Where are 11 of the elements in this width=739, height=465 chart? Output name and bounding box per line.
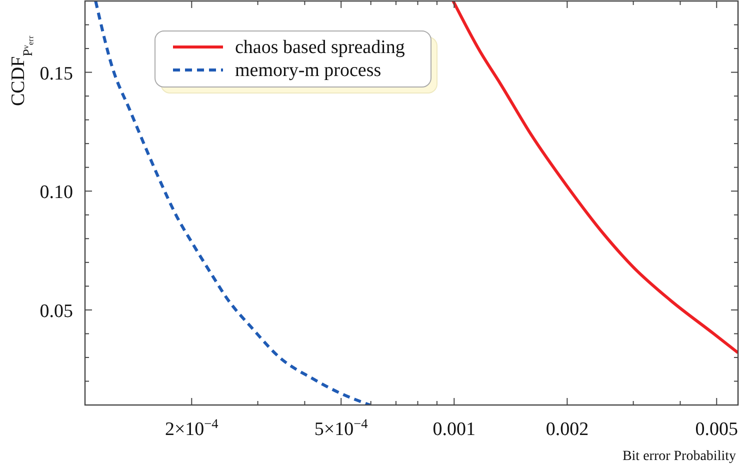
y-tick-label: 0.10	[40, 182, 73, 204]
x-axis-title: Bit error Probability	[622, 449, 736, 464]
x-tick-label: 0.005	[695, 419, 738, 440]
y-tick-label: 0.05	[40, 300, 73, 322]
legend-label: chaos based spreading	[235, 37, 406, 58]
x-tick-label: 0.001	[432, 419, 476, 440]
x-tick-label: 5×10$^{−4}$	[314, 416, 368, 440]
x-tick-label: 2×10$^{−4}$	[164, 416, 219, 440]
x-tick-label: 0.002	[546, 419, 589, 440]
y-tick-label: 0.15	[40, 63, 73, 84]
legend-label: memory-m process	[235, 60, 382, 81]
